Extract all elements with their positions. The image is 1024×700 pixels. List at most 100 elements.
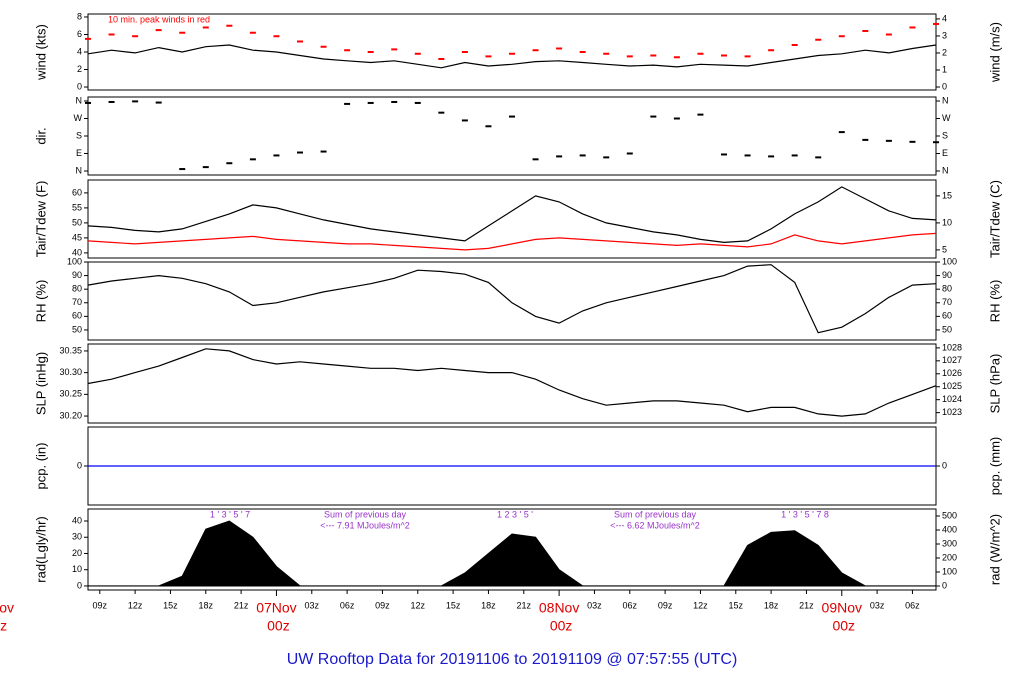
x-tick-label: 03z [587,600,602,610]
y-tick-label: 30.25 [59,389,82,399]
y2-axis-label: rad (W/m^2) [987,514,1002,585]
y-tick-label: 60 [72,311,82,321]
y2-tick-label: 0 [942,580,947,590]
x-tick-label: 18z [764,600,779,610]
y2-tick-label: 100 [942,566,957,576]
y-tick-label: 2 [77,64,82,74]
y2-tick-label: 500 [942,510,957,520]
day-hour-label: 00z [267,618,290,634]
y-axis-label: wind (kts) [33,24,48,81]
y2-tick-label: 2 [942,47,947,57]
y-axis-label: RH (%) [33,280,48,323]
y-tick-label: 0 [77,460,82,470]
data-line [87,232,937,251]
data-line [87,348,937,417]
y-tick-label: 40 [72,247,82,257]
x-tick-label: 06z [623,600,638,610]
x-tick-label: 18z [199,600,214,610]
y2-tick-label: 1028 [942,342,962,352]
annotation: 1 ' 3 ' 5 ' 7 8 [781,509,829,519]
y-axis-label: Tair/Tdew (F) [33,181,48,258]
y-tick-label: S [76,130,82,140]
x-tick-label: 03z [305,600,320,610]
y2-tick-label: 90 [942,270,952,280]
y-tick-label: 45 [72,232,82,242]
panel-frame [87,13,937,91]
y2-axis-label: Tair/Tdew (C) [987,180,1002,258]
y2-tick-label: 0 [942,81,947,91]
y2-tick-label: 15 [942,190,952,200]
y2-tick-label: W [942,113,951,123]
y-tick-label: 0 [77,81,82,91]
y2-tick-label: 4 [942,13,947,23]
x-tick-label: 18z [481,600,496,610]
y2-axis-label: RH (%) [987,280,1002,323]
y-axis-label: rad(Lgly/hr) [33,516,48,582]
y2-tick-label: 10 [942,217,952,227]
y-tick-label: 30 [72,532,82,542]
x-tick-label: 12z [693,600,708,610]
chart-title: UW Rooftop Data for 20191106 to 20191109… [287,651,738,668]
annotation: 1 2 3 ' 5 ' [497,509,533,519]
annotation: 1 ' 3 ' 5 ' 7 [210,509,250,519]
y2-tick-label: 300 [942,538,957,548]
x-tick-label: 15z [729,600,744,610]
y2-tick-label: 1 [942,64,947,74]
y2-tick-label: 1024 [942,394,962,404]
annotation: 10 min. peak winds in red [108,14,210,24]
annotation: <--- 7.91 MJoules/m^2 [320,520,410,530]
x-tick-label: 09z [93,600,108,610]
x-tick-label: 06z [340,600,355,610]
y2-tick-label: N [942,165,949,175]
y-tick-label: 50 [72,217,82,227]
panel-frame [87,261,937,341]
x-tick-label: 21z [234,600,249,610]
y-tick-label: 30.20 [59,410,82,420]
y2-axis-label: wind (m/s) [987,22,1002,83]
x-tick-label: 09z [375,600,390,610]
y-tick-label: W [74,113,83,123]
x-tick-label: 06z [905,600,920,610]
y-tick-label: 40 [72,515,82,525]
y2-tick-label: 70 [942,297,952,307]
y-tick-label: N [76,95,83,105]
y-tick-label: 30.30 [59,367,82,377]
y2-tick-label: 1023 [942,407,962,417]
y2-tick-label: 400 [942,524,957,534]
y2-tick-label: 1027 [942,355,962,365]
y-tick-label: E [76,148,82,158]
y2-axis-label: pcp. (mm) [987,437,1002,496]
y2-axis-label: SLP (hPa) [987,354,1002,414]
y2-tick-label: N [942,95,949,105]
y2-tick-label: 0 [942,460,947,470]
day-hour-label: 00z [550,618,573,634]
annotation: Sum of previous day [324,509,407,519]
y2-tick-label: 3 [942,30,947,40]
x-tick-label: 21z [517,600,532,610]
y-tick-label: 10 [72,564,82,574]
y-tick-label: 70 [72,297,82,307]
x-tick-label: 12z [411,600,426,610]
panel-frame [87,179,937,259]
x-tick-label: 15z [446,600,461,610]
y-tick-label: 8 [77,11,82,21]
y-tick-label: 20 [72,548,82,558]
day-label: 07Nov [256,600,296,616]
day-label: 09Nov [822,600,862,616]
annotation: <--- 6.62 MJoules/m^2 [610,520,700,530]
day-hour-label: 00z [832,618,855,634]
y2-tick-label: 200 [942,552,957,562]
y2-tick-label: 60 [942,311,952,321]
y2-tick-label: 5 [942,244,947,254]
annotation: Sum of previous day [614,509,697,519]
data-line [87,44,937,69]
x-tick-label: 21z [799,600,814,610]
panel-frame [87,96,937,176]
y-tick-label: 50 [72,324,82,334]
y-tick-label: 0 [77,580,82,590]
data-line [87,186,937,244]
y2-tick-label: 1025 [942,381,962,391]
y-axis-label: dir. [33,127,48,144]
y-tick-label: 100 [67,256,82,266]
day-label: 06Nov [0,600,14,616]
